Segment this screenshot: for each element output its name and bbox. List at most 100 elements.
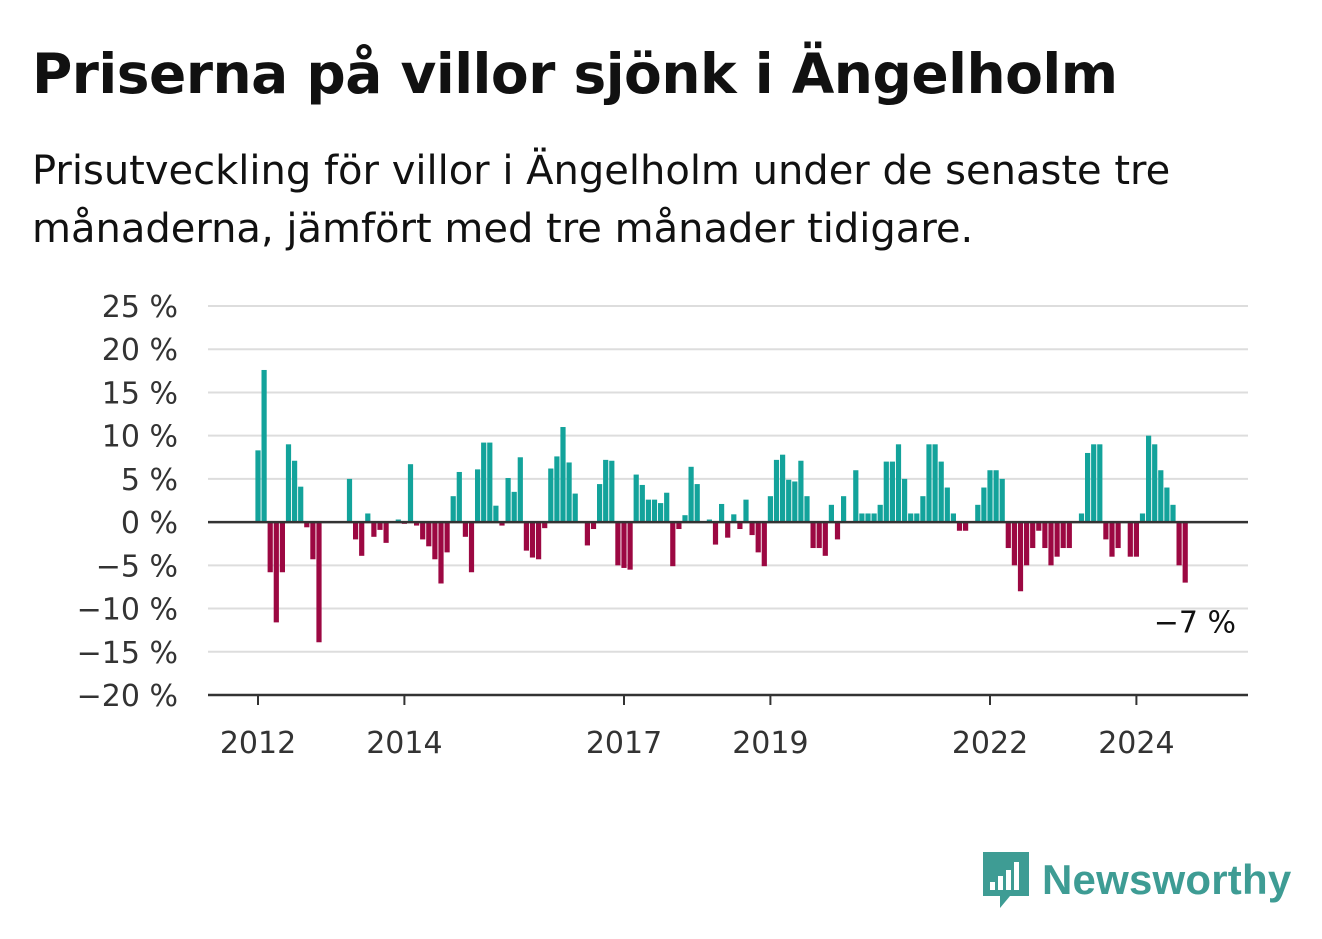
bar [908,513,914,523]
bar [1011,522,1017,566]
bar [651,499,658,523]
bar [505,478,511,523]
bars [255,369,1188,643]
bar [377,522,383,530]
bar [432,522,438,560]
bar [1078,513,1085,523]
bar [1054,522,1060,557]
gridlines [208,305,1248,653]
newsworthy-logo: Newsworthy [980,850,1291,910]
bar [1133,522,1139,557]
bar [706,519,712,523]
bar [493,505,499,523]
y-tick-label: −5 % [96,549,178,584]
bar [597,484,603,523]
bar [865,513,871,523]
bar [932,444,938,523]
bar [1182,522,1188,583]
bar [572,493,578,523]
bar [542,522,548,529]
y-tick-label: 25 % [102,290,178,325]
bar [786,479,792,523]
bar [548,468,554,523]
bar [871,513,877,523]
bar [1036,522,1042,531]
bar [1048,522,1054,566]
bar [511,491,517,523]
y-tick-label: 5 % [121,463,178,498]
bar [975,504,981,523]
bar [475,469,481,523]
bar [438,522,444,584]
bar [633,474,639,523]
bar [658,503,664,523]
bar [981,487,987,523]
bar [780,454,786,523]
bar [719,503,725,523]
chart-subtitle: Prisutveckling för villor i Ängelholm un… [32,148,1171,252]
bar [749,522,755,536]
bar [310,522,316,560]
bar [767,496,773,523]
x-tick-label: 2024 [1098,726,1174,761]
bar [316,522,322,643]
bar [926,444,932,523]
bar [889,461,895,523]
bar [950,513,956,523]
bar-chart-speech-bubble-icon [983,852,1029,908]
bar [987,470,993,523]
bar [834,522,841,540]
bar [1152,444,1158,523]
bar [792,481,798,523]
bar [731,514,737,523]
y-tick-label: −20 % [77,679,178,714]
bar [676,522,682,530]
bar [450,496,456,523]
bar [414,522,420,526]
bar [1115,522,1121,549]
bar [999,478,1005,523]
bar [383,522,389,543]
bar [468,522,475,573]
bar [1042,522,1048,549]
bar [1097,444,1103,523]
y-tick-label: 20 % [102,333,178,368]
x-tick-label: 2014 [366,726,442,761]
bar [462,522,468,537]
bar [407,464,414,523]
bar [1017,522,1024,592]
bar [298,486,304,523]
bar [292,460,298,523]
bar [255,450,261,523]
bar [1085,452,1091,523]
bar [1170,504,1176,523]
bar [1139,513,1146,523]
bar [554,456,560,523]
bar [1024,522,1030,566]
bar [590,522,597,530]
y-tick-label: −15 % [77,636,178,671]
bar [1103,522,1109,540]
bar [609,460,615,523]
bar [1091,444,1097,523]
y-tick-label: 15 % [102,376,178,411]
y-tick-label: 0 % [121,506,178,541]
bar [420,522,426,540]
bar [1066,522,1072,549]
bar [664,492,670,523]
x-tick-label: 2012 [220,726,296,761]
bar [1158,470,1164,523]
x-axis-labels: 2012 2014 2017 2019 2022 2024 [220,695,1175,761]
bar [304,522,310,528]
bar [920,496,926,523]
bar [956,522,963,531]
last-value-label: −7 % [1154,606,1236,641]
bar [688,466,694,523]
x-tick-label: 2019 [732,726,808,761]
bar [1146,435,1152,523]
bar [499,522,505,526]
bar [743,499,749,523]
bar [1164,487,1170,523]
bar [822,522,828,556]
